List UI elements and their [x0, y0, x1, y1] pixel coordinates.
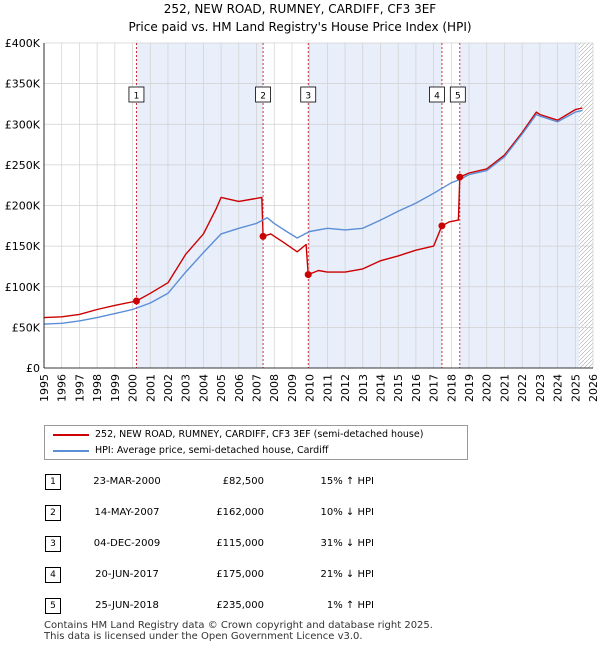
sale-number-box: [449, 86, 466, 103]
row-price: £115,000: [216, 538, 264, 549]
x-tick-label: 2002: [162, 374, 175, 402]
sale-number-label: 3: [305, 92, 311, 102]
row-hpi: 21% ↓ HPI: [320, 569, 374, 580]
y-tick-label: £200K: [5, 200, 41, 213]
table-row: 2 14-MAY-2007 £162,000 10% ↓ HPI: [44, 503, 444, 523]
x-tick-label: 2022: [516, 374, 529, 402]
x-tick-label: 2026: [587, 374, 600, 402]
table-row: 4 20-JUN-2017 £175,000 21% ↓ HPI: [44, 565, 444, 585]
row-hpi: 31% ↓ HPI: [320, 538, 374, 549]
x-tick-label: 2018: [445, 374, 458, 402]
row-date: 23-MAR-2000: [93, 476, 161, 487]
x-tick-label: 2016: [410, 374, 423, 402]
row-number-badge: 4: [45, 567, 61, 583]
y-tick-label: £400K: [5, 37, 41, 50]
sale-point: [438, 222, 446, 230]
x-tick-label: 2005: [215, 374, 228, 402]
y-tick-label: £250K: [5, 159, 41, 172]
x-tick-label: 2001: [144, 374, 157, 402]
x-tick-label: 2004: [197, 374, 210, 402]
row-price: £175,000: [216, 569, 264, 580]
x-tick-label: 1997: [73, 374, 86, 402]
sale-point: [259, 232, 267, 240]
row-price: £82,500: [222, 476, 264, 487]
y-tick-label: £0: [26, 362, 40, 375]
sale-number-box: [128, 86, 145, 103]
chart-legend: 252, NEW ROAD, RUMNEY, CARDIFF, CF3 3EF …: [44, 425, 468, 460]
sale-number-label: 1: [134, 92, 140, 102]
x-tick-label: 2006: [233, 374, 246, 402]
legend-item-hpi: HPI: Average price, semi-detached house,…: [53, 443, 328, 459]
x-tick-label: 1999: [109, 374, 122, 402]
property-price-line: [43, 107, 583, 319]
sale-number-box: [300, 86, 317, 103]
legend-label-hpi: HPI: Average price, semi-detached house,…: [95, 445, 329, 456]
legend-swatch-red: [53, 433, 89, 436]
sale-point: [304, 271, 312, 279]
table-row: 3 04-DEC-2009 £115,000 31% ↓ HPI: [44, 534, 444, 554]
hpi-line: [43, 109, 583, 325]
x-tick-label: 2012: [339, 374, 352, 402]
sale-number-label: 2: [260, 92, 266, 102]
y-tick-label: £350K: [5, 78, 41, 91]
y-tick-label: £300K: [5, 118, 41, 131]
x-tick-label: 2021: [498, 374, 511, 402]
title-line-2: Price paid vs. HM Land Registry's House …: [128, 20, 472, 34]
row-number-badge: 3: [45, 536, 61, 552]
x-tick-label: 2010: [304, 374, 317, 402]
row-hpi: 1% ↑ HPI: [326, 600, 374, 611]
x-tick-label: 2009: [286, 374, 299, 402]
x-tick-label: 1995: [38, 374, 51, 402]
legend-item-property: 252, NEW ROAD, RUMNEY, CARDIFF, CF3 3EF …: [53, 427, 423, 443]
x-tick-label: 2024: [552, 374, 565, 402]
row-date: 04-DEC-2009: [93, 538, 161, 549]
sale-number-label: 5: [455, 92, 461, 102]
table-row: 5 25-JUN-2018 £235,000 1% ↑ HPI: [44, 596, 444, 616]
footer-line-2: This data is licensed under the Open Gov…: [44, 631, 363, 642]
row-date: 14-MAY-2007: [94, 507, 160, 518]
sale-number-label: 4: [434, 92, 440, 102]
legend-label-property: 252, NEW ROAD, RUMNEY, CARDIFF, CF3 3EF …: [95, 429, 424, 440]
sale-number-box: [429, 86, 445, 103]
row-date: 20-JUN-2017: [95, 569, 159, 580]
x-tick-label: 2003: [180, 374, 193, 402]
row-hpi: 10% ↓ HPI: [320, 507, 374, 518]
chart-title: 252, NEW ROAD, RUMNEY, CARDIFF, CF3 3EF …: [0, 0, 600, 36]
x-tick-label: 2019: [463, 374, 476, 402]
x-tick-label: 2000: [127, 374, 140, 402]
price-chart: 1 2 3 4 5 £0 £50K £100K £150K £200K £250K £300K £35…: [5, 37, 600, 402]
x-tick-label: 1998: [91, 374, 104, 402]
legend-swatch-blue: [53, 449, 89, 452]
table-row: 1 23-MAR-2000 £82,500 15% ↑ HPI: [44, 472, 444, 492]
y-tick-label: £50K: [12, 321, 41, 334]
x-tick-label: 2011: [321, 374, 334, 402]
x-tick-label: 2013: [357, 374, 370, 402]
y-tick-label: £150K: [5, 240, 41, 253]
row-number-badge: 1: [45, 474, 61, 490]
y-tick-label: £100K: [5, 281, 41, 294]
row-number-badge: 5: [45, 598, 61, 614]
x-tick-label: 2008: [268, 374, 281, 402]
sale-point: [132, 297, 140, 305]
x-tick-label: 2017: [428, 374, 441, 402]
x-tick-label: 2025: [569, 374, 582, 402]
x-tick-label: 2020: [481, 374, 494, 402]
footer-attribution: Contains HM Land Registry data © Crown c…: [44, 620, 584, 642]
footer-line-1: Contains HM Land Registry data © Crown c…: [44, 620, 433, 631]
row-hpi: 15% ↑ HPI: [320, 476, 374, 487]
row-date: 25-JUN-2018: [95, 600, 159, 611]
x-tick-label: 1996: [56, 374, 69, 402]
row-number-badge: 2: [45, 505, 61, 521]
row-price: £162,000: [216, 507, 264, 518]
sale-point: [456, 173, 464, 181]
x-tick-label: 2007: [251, 374, 264, 402]
sale-number-box: [255, 86, 271, 103]
row-price: £235,000: [216, 600, 264, 611]
title-line-1: 252, NEW ROAD, RUMNEY, CARDIFF, CF3 3EF: [163, 2, 437, 16]
x-tick-label: 2014: [374, 374, 387, 402]
x-tick-label: 2023: [534, 374, 547, 402]
x-tick-label: 2015: [392, 374, 405, 402]
